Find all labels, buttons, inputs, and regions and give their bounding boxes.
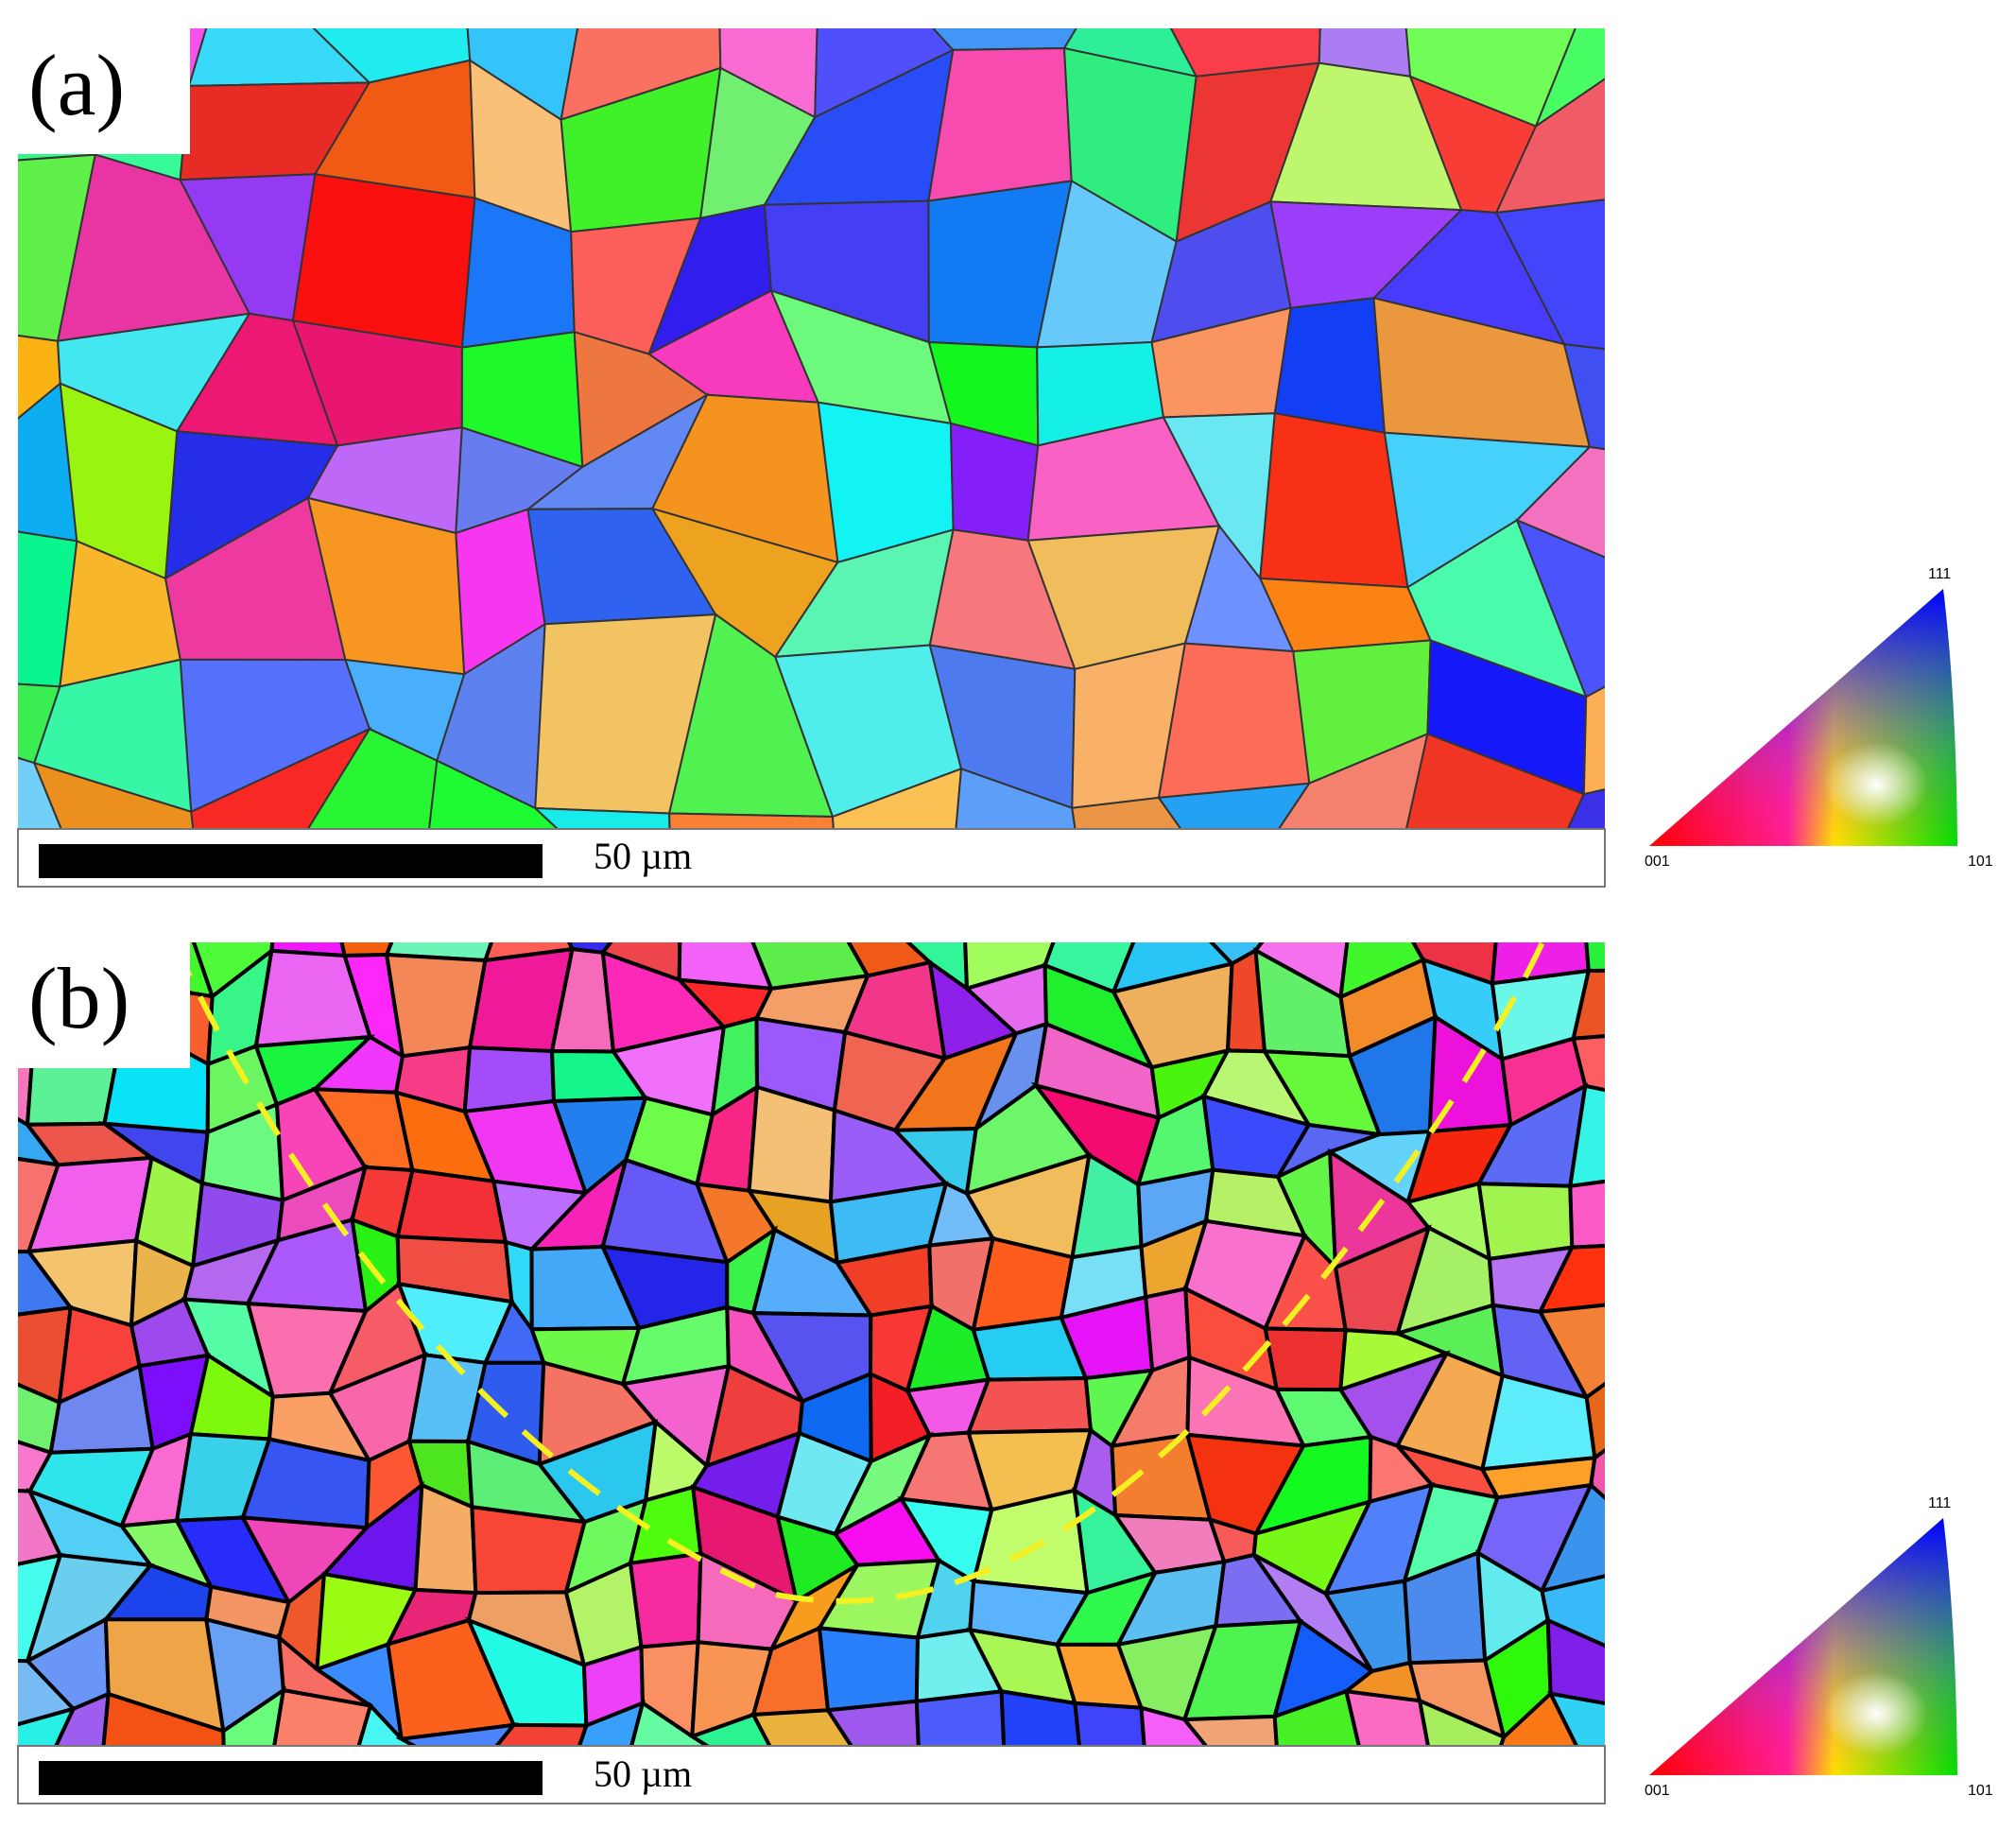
grain [1566,788,1605,829]
label-box [18,942,190,1068]
scale-bar-label: 50 µm [594,835,692,877]
grain [1567,1083,1605,1189]
grain [1568,1179,1605,1250]
grain [1139,1705,1209,1746]
grain [1547,1691,1605,1746]
grain [1272,1688,1361,1746]
ipf-label: 101 [1968,854,1993,870]
grain [272,1687,373,1746]
scale-bar [39,844,543,878]
ipf-legend: 111 001 101 [1645,1495,1993,1799]
grain [927,46,1073,202]
grain [493,1722,590,1746]
grain [629,1700,711,1746]
grain [1343,1688,1430,1746]
grain [1404,733,1586,829]
grain [1571,968,1605,1042]
grain [1584,942,1605,974]
grain [54,1690,112,1746]
grain [221,1685,286,1746]
grain [532,806,671,829]
grain [32,761,195,829]
grain [1073,1701,1146,1746]
grain [914,1689,1007,1746]
grain [1515,518,1605,699]
grain [1537,1244,1605,1315]
grain [1571,1034,1605,1093]
grain [1277,732,1429,829]
scale-bar-label: 50 µm [594,1752,692,1795]
grain [1273,297,1387,434]
grain [831,767,963,829]
panel-label: (b) [28,950,129,1046]
grain [628,1551,703,1649]
grain [750,1708,854,1746]
grain [1417,1697,1507,1746]
ipf-center [1824,742,1928,827]
label-box [18,28,190,154]
grain [101,1691,226,1746]
grain [1515,445,1605,559]
ipf-label: 001 [1645,1783,1670,1799]
grain [18,756,62,829]
grain [999,1689,1081,1746]
grain [1157,782,1312,829]
grain [1494,78,1605,215]
grain [1540,1574,1605,1649]
grain [269,942,348,958]
grain [1157,642,1311,800]
grain [395,1722,519,1746]
ipf-label: 101 [1968,1783,1993,1799]
grain [971,1235,1075,1333]
grain [687,1712,772,1746]
grain [1545,1617,1605,1706]
ipf-legend: 111 001 101 [1645,566,1993,870]
grain [306,727,439,829]
grain [395,1167,508,1245]
grain [1494,199,1605,351]
grain [1582,685,1605,796]
grain [356,1701,419,1746]
ipf-label: 111 [1928,566,1951,582]
grain [1562,342,1605,451]
grain [190,726,372,829]
grain [1490,942,1591,986]
grain [1584,1381,1605,1461]
scale-bar [39,1761,543,1795]
grain [1538,1481,1605,1594]
grain [824,1699,921,1746]
grain [428,759,560,829]
orientation-map [18,28,1605,829]
orientation-map [18,942,1605,1746]
ipf-label: 111 [1928,1495,1951,1511]
grain [1498,1690,1579,1746]
grain [1537,1303,1605,1401]
grain [577,1700,646,1746]
grain [291,173,476,349]
grain [817,1626,921,1713]
grain [1180,1714,1279,1746]
grain [668,812,835,829]
grain [1071,796,1182,829]
dashed-boundary [171,942,1545,1604]
ipf-center [1824,1671,1928,1756]
grain [1263,1326,1348,1392]
grain [965,1375,1094,1435]
grain [1533,28,1605,129]
panel-label: (a) [28,37,125,133]
ipf-label: 001 [1645,854,1670,870]
